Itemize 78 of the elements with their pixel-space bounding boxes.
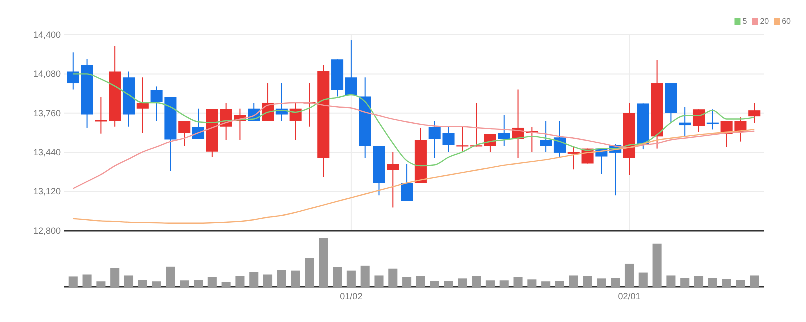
y-tick-label: 13,760: [33, 108, 61, 118]
bar: [277, 270, 286, 287]
bar: [68, 276, 78, 287]
bar: [708, 278, 718, 287]
bar: [750, 276, 760, 287]
candlestick: [192, 108, 205, 140]
candlestick: [568, 146, 580, 170]
candlestick: [456, 126, 469, 153]
bar: [96, 282, 106, 287]
legend-label: 5: [742, 17, 748, 26]
bar: [542, 282, 551, 287]
bar: [722, 279, 732, 287]
bar: [250, 272, 259, 287]
bar: [555, 281, 564, 287]
x-tick-label: 02/01: [618, 291, 641, 302]
candlestick: [387, 152, 400, 208]
bar: [597, 278, 606, 287]
bar: [624, 264, 634, 287]
candlestick: [136, 77, 149, 134]
bar: [388, 268, 398, 287]
bar: [138, 280, 148, 287]
bar: [166, 266, 176, 287]
y-tick-label: 12,800: [33, 226, 61, 236]
bar: [264, 274, 273, 287]
bar: [416, 276, 426, 287]
y-tick-label: 13,440: [33, 147, 61, 158]
bar: [458, 278, 468, 287]
candlestick: [540, 120, 552, 153]
bar: [666, 276, 676, 287]
bar: [208, 277, 217, 287]
bar: [110, 268, 120, 287]
candlestick: [554, 120, 566, 159]
candlestick: [498, 114, 510, 147]
legend-label: 20: [760, 17, 770, 26]
candlestick: [178, 120, 191, 147]
bar: [82, 274, 92, 287]
bar: [236, 276, 245, 287]
bar: [569, 276, 578, 287]
bar: [583, 276, 592, 287]
bar: [680, 278, 690, 287]
candlestick: [748, 102, 761, 124]
y-tick-label: 13,120: [33, 186, 61, 197]
bar: [319, 238, 328, 287]
line-series: [72, 102, 756, 190]
y-tick-label: 14,400: [33, 30, 61, 40]
y-tick-label: 14,080: [33, 69, 61, 80]
candlestick: [692, 109, 706, 134]
bar: [611, 278, 620, 287]
bar: [638, 272, 648, 287]
candlestick: [679, 106, 692, 138]
candlestick: [345, 40, 358, 96]
bar: [152, 282, 162, 287]
bar: [360, 266, 370, 287]
bar: [444, 281, 454, 287]
bar: [694, 276, 704, 287]
bar: [346, 270, 356, 287]
candlestick: [67, 52, 80, 90]
x-tick-label: 01/02: [340, 291, 363, 302]
bar: [472, 276, 482, 287]
candlestick: [484, 134, 496, 153]
bar: [402, 277, 412, 287]
bar: [430, 281, 440, 287]
bar: [514, 277, 523, 287]
bar: [528, 280, 537, 287]
bar: [374, 276, 384, 287]
bar: [194, 280, 204, 287]
bar: [652, 244, 662, 287]
bar: [333, 267, 342, 287]
bar: [124, 276, 134, 287]
candlestick: [401, 164, 414, 202]
bar: [305, 258, 314, 287]
legend-label: 60: [782, 17, 792, 26]
bar: [736, 280, 746, 287]
bar: [291, 270, 300, 287]
bar: [180, 280, 190, 287]
bar: [500, 280, 509, 287]
bar: [486, 280, 495, 287]
bar: [222, 282, 231, 287]
